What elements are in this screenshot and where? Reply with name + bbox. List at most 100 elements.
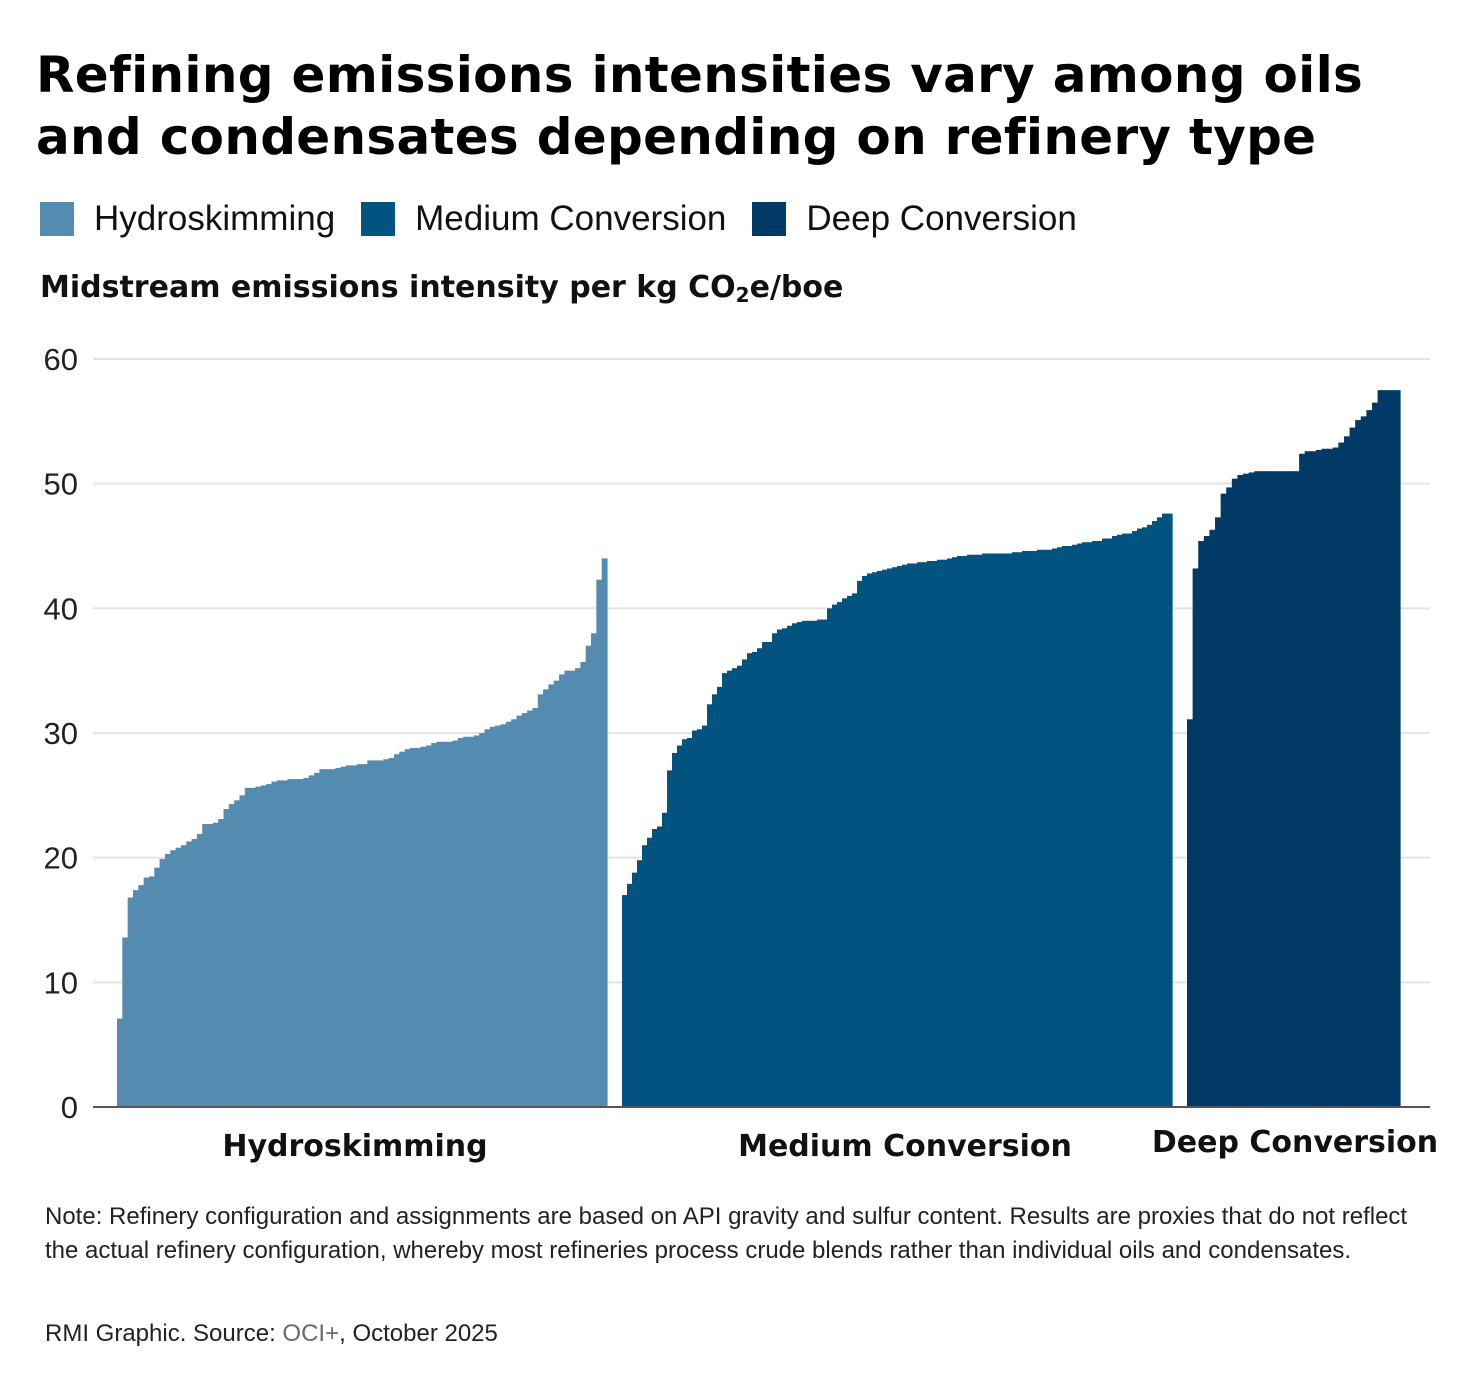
bar <box>601 558 608 1107</box>
bar <box>324 769 331 1107</box>
bar <box>762 641 768 1107</box>
bar <box>1377 390 1384 1107</box>
bar <box>1052 548 1058 1107</box>
bar <box>1042 549 1048 1107</box>
bar <box>388 757 395 1107</box>
bar <box>511 719 518 1107</box>
bar <box>436 741 443 1107</box>
bar <box>1122 533 1128 1107</box>
bar <box>1293 471 1300 1107</box>
bar <box>276 780 283 1107</box>
bar <box>807 620 813 1107</box>
bar <box>409 747 416 1107</box>
legend-label-deep-conversion: Deep Conversion <box>806 199 1077 238</box>
bar <box>947 558 953 1107</box>
bar <box>122 937 129 1107</box>
bar <box>1152 521 1158 1107</box>
bar <box>1137 528 1143 1107</box>
source-link[interactable]: OCI+ <box>282 1320 340 1347</box>
series-deep-conversion <box>1187 390 1401 1108</box>
chart-title: Refining emissions intensities vary amon… <box>36 44 1426 168</box>
legend: Hydroskimming Medium Conversion Deep Con… <box>40 196 1103 242</box>
bar <box>223 809 230 1107</box>
bar <box>569 670 576 1107</box>
axis-labels: 0 10 20 30 40 50 60 Hydroskimming Medium Convers… <box>44 342 1439 1164</box>
bar <box>537 694 544 1107</box>
legend-item-medium-conversion: Medium Conversion <box>361 199 726 239</box>
bar <box>463 736 470 1107</box>
bar <box>727 670 733 1107</box>
bar <box>1117 534 1123 1107</box>
bar <box>1254 471 1261 1107</box>
bar <box>952 557 958 1107</box>
bar <box>1237 474 1244 1107</box>
bar <box>977 554 983 1107</box>
bar <box>1187 719 1194 1107</box>
bar <box>196 833 203 1107</box>
bar <box>1259 471 1267 1107</box>
bar <box>383 759 390 1107</box>
bar <box>907 563 913 1107</box>
bar <box>642 845 648 1107</box>
bar <box>415 747 422 1107</box>
bar <box>1062 546 1068 1107</box>
bar <box>892 567 898 1107</box>
bar <box>516 715 523 1107</box>
bar <box>962 555 968 1107</box>
bar <box>441 741 448 1107</box>
bar <box>882 569 888 1107</box>
bar <box>1332 447 1339 1107</box>
legend-swatch-medium-conversion <box>361 202 396 236</box>
bar <box>148 876 155 1107</box>
bar <box>1147 524 1153 1107</box>
bar <box>473 735 480 1107</box>
bar <box>180 845 187 1107</box>
bar <box>367 760 374 1107</box>
bar <box>1271 471 1278 1107</box>
bar <box>767 641 773 1107</box>
bar <box>548 684 555 1107</box>
bar <box>1327 448 1334 1107</box>
bar <box>1388 390 1395 1107</box>
bar-chart: 0 10 20 30 40 50 60 Hydroskimming Medium Convers… <box>44 342 1439 1164</box>
bar <box>244 787 251 1107</box>
bar <box>1157 517 1163 1107</box>
x-category-label-deep-conversion: Deep Conversion <box>1152 1125 1438 1160</box>
bar <box>842 598 848 1107</box>
bar <box>425 745 432 1107</box>
bar <box>564 670 571 1107</box>
bar <box>622 895 628 1107</box>
bar <box>308 775 315 1107</box>
bar <box>1012 552 1018 1107</box>
bar <box>260 785 267 1107</box>
bar <box>1092 541 1098 1107</box>
bar <box>527 710 534 1107</box>
bar <box>1112 536 1118 1107</box>
bar <box>787 625 793 1107</box>
bar <box>1072 544 1078 1107</box>
bar <box>802 620 808 1107</box>
bar <box>687 737 693 1107</box>
bar <box>298 779 305 1107</box>
bar <box>1037 549 1043 1107</box>
bar <box>1057 547 1063 1107</box>
bar <box>143 877 150 1107</box>
bar <box>399 751 406 1107</box>
bar <box>677 745 683 1107</box>
bar <box>1022 550 1028 1107</box>
bar <box>377 760 384 1107</box>
bar <box>832 604 838 1107</box>
bar <box>1215 517 1222 1107</box>
bar <box>553 680 560 1107</box>
bar <box>346 765 352 1107</box>
legend-swatch-hydroskimming <box>40 202 74 236</box>
bar <box>817 619 823 1107</box>
bar <box>330 769 336 1107</box>
bar <box>847 595 853 1107</box>
bar <box>1355 420 1362 1108</box>
bar <box>1394 390 1401 1107</box>
bar <box>170 850 177 1107</box>
bar <box>1343 436 1351 1107</box>
bar <box>732 668 738 1107</box>
bar <box>202 824 209 1107</box>
